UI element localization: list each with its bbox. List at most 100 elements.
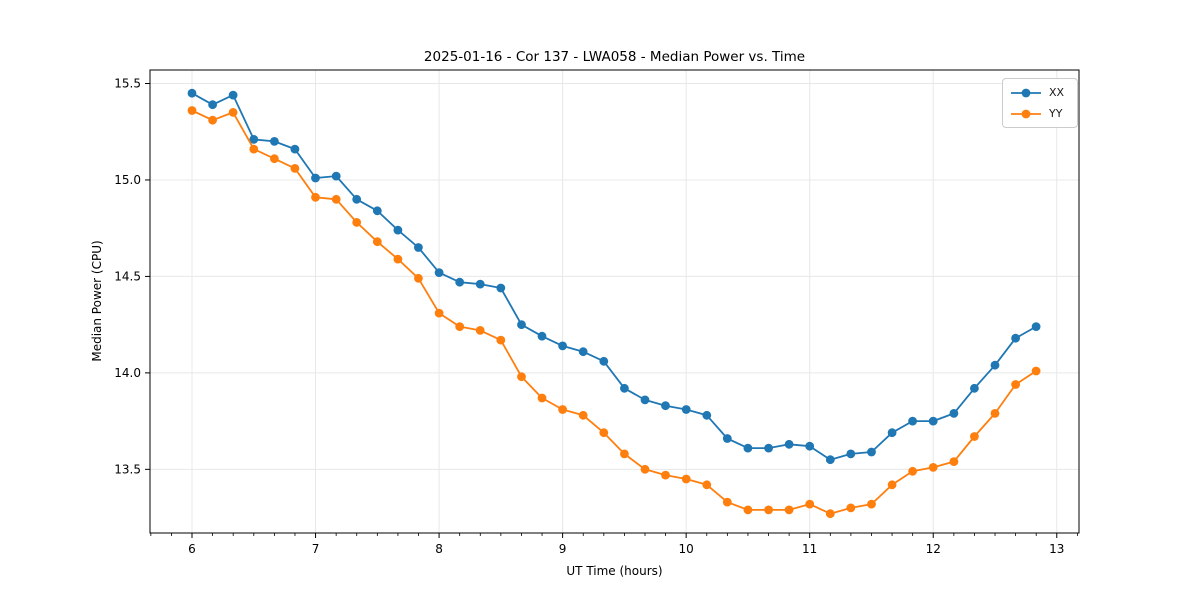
- data-point-xx: [887, 428, 897, 438]
- data-point-xx: [249, 135, 259, 144]
- x-tick-label: 12: [926, 542, 941, 556]
- data-point-yy: [908, 466, 917, 476]
- x-tick-label: 11: [802, 542, 817, 556]
- data-point-yy: [620, 449, 629, 459]
- data-point-yy: [187, 106, 197, 115]
- data-point-xx: [661, 401, 670, 411]
- data-point-xx: [311, 173, 320, 183]
- data-point-yy: [475, 326, 485, 335]
- y-tick-label: 15.5: [114, 77, 141, 91]
- data-point-yy: [599, 428, 609, 438]
- data-point-yy: [722, 497, 732, 507]
- data-point-yy: [928, 463, 938, 472]
- data-point-yy: [640, 464, 650, 474]
- data-point-xx: [414, 243, 423, 252]
- x-tick-label: 6: [188, 542, 196, 556]
- legend-label: XX: [1049, 86, 1065, 99]
- y-tick-label: 13.5: [114, 462, 141, 476]
- data-point-yy: [846, 503, 856, 513]
- data-point-yy: [249, 144, 259, 154]
- data-point-xx: [331, 171, 341, 181]
- data-point-xx: [990, 360, 1000, 370]
- legend-item-yy: YY: [1010, 105, 1069, 122]
- data-point-yy: [743, 505, 753, 515]
- data-point-yy: [661, 470, 670, 480]
- data-point-yy: [270, 154, 279, 164]
- data-point-xx: [702, 410, 712, 420]
- data-point-xx: [537, 331, 547, 341]
- data-point-yy: [970, 432, 979, 441]
- y-tick-label: 14.0: [114, 366, 141, 380]
- data-point-yy: [372, 237, 382, 247]
- legend-item-xx: XX: [1010, 84, 1069, 101]
- data-point-yy: [558, 405, 567, 414]
- data-point-xx: [867, 447, 876, 457]
- data-point-xx: [455, 277, 465, 287]
- data-point-xx: [578, 347, 588, 357]
- data-point-yy: [887, 480, 897, 490]
- x-tick-label: 13: [1049, 542, 1064, 556]
- data-point-yy: [949, 457, 959, 466]
- data-point-xx: [290, 144, 300, 154]
- legend-marker-yy: [1011, 109, 1041, 118]
- data-point-yy: [702, 480, 712, 490]
- data-point-xx: [970, 383, 979, 393]
- data-point-xx: [372, 206, 382, 216]
- data-point-xx: [517, 320, 526, 330]
- data-point-xx: [949, 409, 959, 418]
- data-point-yy: [331, 194, 341, 204]
- data-point-xx: [558, 341, 567, 351]
- data-point-xx: [187, 88, 197, 98]
- data-point-yy: [290, 164, 300, 173]
- data-point-yy: [1031, 366, 1041, 376]
- data-point-yy: [537, 393, 547, 403]
- data-point-xx: [722, 434, 732, 443]
- data-point-xx: [784, 439, 794, 449]
- chart-title: 2025-01-16 - Cor 137 - LWA058 - Median P…: [423, 49, 806, 65]
- data-point-yy: [764, 505, 773, 515]
- x-tick-label: 10: [679, 542, 694, 556]
- legend-marker-xx: [1011, 88, 1041, 97]
- data-point-yy: [805, 499, 815, 509]
- data-point-yy: [990, 409, 1000, 418]
- data-point-xx: [270, 137, 279, 146]
- data-point-xx: [1031, 322, 1041, 331]
- data-point-xx: [208, 100, 218, 110]
- data-point-xx: [681, 405, 691, 414]
- x-tick-label: 9: [559, 542, 567, 556]
- data-point-xx: [805, 441, 815, 451]
- data-point-yy: [208, 115, 218, 125]
- data-point-yy: [867, 499, 876, 509]
- y-tick-label: 14.5: [114, 269, 141, 283]
- data-point-xx: [825, 455, 835, 465]
- data-point-yy: [311, 192, 320, 202]
- data-point-xx: [393, 225, 403, 235]
- data-point-yy: [681, 474, 691, 484]
- data-point-yy: [784, 505, 794, 515]
- x-tick-label: 8: [435, 542, 443, 556]
- data-point-xx: [599, 356, 609, 366]
- data-point-yy: [393, 254, 403, 264]
- data-point-xx: [434, 268, 444, 277]
- data-point-xx: [620, 383, 629, 393]
- data-point-yy: [352, 218, 362, 227]
- legend: XX YY: [1002, 78, 1078, 128]
- data-point-xx: [640, 395, 650, 405]
- data-point-xx: [908, 416, 917, 426]
- data-point-yy: [517, 372, 526, 382]
- data-point-xx: [928, 416, 938, 426]
- data-point-xx: [743, 443, 753, 453]
- data-point-yy: [434, 308, 444, 318]
- series-line-yy: [191, 109, 1037, 515]
- data-point-xx: [764, 443, 773, 453]
- data-point-yy: [228, 108, 238, 117]
- data-point-yy: [825, 509, 835, 519]
- data-point-xx: [228, 90, 238, 100]
- data-point-yy: [1011, 380, 1020, 389]
- data-point-yy: [455, 322, 465, 331]
- axes-spines: [149, 69, 1080, 534]
- legend-label: YY: [1049, 107, 1063, 120]
- data-point-xx: [475, 279, 485, 289]
- data-point-xx: [846, 449, 856, 459]
